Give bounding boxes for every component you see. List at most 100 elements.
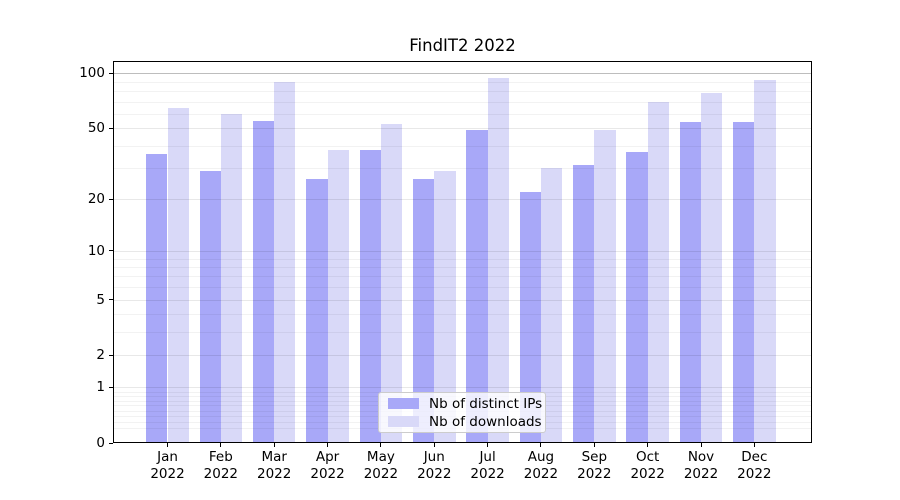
bar-downloads-oct	[647, 101, 669, 443]
y-tick-mark	[109, 72, 113, 74]
bar-distinct-ips-jul	[466, 129, 488, 443]
bar-distinct-ips-mar	[252, 120, 275, 443]
legend-label: Nb of downloads	[429, 413, 542, 430]
gridline-major-2	[113, 355, 812, 357]
gridline-minor	[113, 91, 812, 93]
gridline-major-10	[113, 250, 812, 252]
x-tick-label-oct: Oct 2022	[618, 449, 678, 482]
bar-distinct-ips-may	[359, 149, 381, 443]
gridline-minor	[113, 113, 812, 115]
y-tick-label: 0	[96, 435, 105, 451]
x-tick-mark	[647, 443, 649, 447]
x-tick-label-jan: Jan 2022	[138, 449, 198, 482]
x-tick-label-nov: Nov 2022	[671, 449, 731, 482]
x-tick-label-sep: Sep 2022	[564, 449, 624, 482]
bar-downloads-feb	[220, 113, 243, 443]
x-tick-label-jul: Jul 2022	[458, 449, 518, 482]
x-tick-mark	[593, 443, 595, 447]
bar-distinct-ips-nov	[679, 122, 701, 443]
chart-title: FindIT2 2022	[409, 36, 516, 55]
gridline-minor	[113, 314, 812, 316]
legend-row-downloads: Nb of downloads	[388, 414, 542, 430]
y-tick-label: 2	[96, 347, 105, 364]
y-tick-label: 100	[79, 65, 105, 82]
x-tick-year: 2022	[310, 465, 345, 482]
x-tick-year: 2022	[150, 465, 185, 482]
y-tick-mark	[109, 442, 113, 444]
x-tick-month: Jan	[157, 449, 178, 465]
gridline-minor	[113, 145, 812, 147]
y-tick-mark	[109, 354, 113, 356]
gridline-minor	[113, 81, 812, 83]
x-tick-mark	[540, 443, 542, 447]
legend-swatch-downloads	[388, 416, 419, 427]
bar-distinct-ips-dec	[733, 122, 755, 443]
bar-distinct-ips-sep	[573, 165, 595, 443]
y-tick-label: 5	[96, 291, 105, 308]
gridline-major-20	[113, 199, 812, 201]
legend-swatch-distinct-ips	[388, 398, 419, 409]
gridline-major-50	[113, 128, 812, 130]
bar-downloads-jan	[167, 107, 189, 443]
x-tick-year: 2022	[683, 465, 719, 482]
gridline-major-100	[113, 73, 812, 75]
bar-downloads-jun	[434, 170, 456, 443]
y-tick-label: 50	[87, 120, 105, 137]
x-tick-year: 2022	[737, 465, 772, 482]
bar-distinct-ips-aug	[519, 191, 541, 443]
x-tick-month: Nov	[687, 449, 715, 465]
x-tick-year: 2022	[523, 465, 559, 482]
bar-downloads-apr	[327, 149, 349, 443]
gridline-minor	[113, 258, 812, 260]
bar-distinct-ips-jun	[412, 179, 435, 443]
y-tick-mark	[109, 250, 113, 252]
x-tick-label-may: May 2022	[351, 449, 411, 482]
x-tick-label-aug: Aug 2022	[511, 449, 571, 482]
x-tick-mark	[220, 443, 222, 447]
x-tick-month: Oct	[635, 449, 660, 465]
bar-distinct-ips-feb	[199, 170, 221, 443]
bar-distinct-ips-jan	[146, 153, 168, 443]
x-tick-mark	[487, 443, 489, 447]
x-tick-label-jun: Jun 2022	[404, 449, 464, 482]
x-tick-year: 2022	[203, 465, 239, 482]
bar-downloads-dec	[754, 80, 776, 443]
x-tick-month: May	[366, 449, 395, 465]
gridline-minor	[113, 287, 812, 289]
x-tick-mark	[167, 443, 168, 447]
x-tick-year: 2022	[363, 465, 399, 482]
x-tick-mark	[753, 443, 755, 447]
x-tick-label-mar: Mar 2022	[244, 449, 304, 482]
x-tick-month: Mar	[261, 449, 287, 465]
bar-downloads-aug	[540, 168, 563, 443]
legend-row-distinct-ips: Nb of distinct IPs	[388, 396, 542, 412]
x-tick-month: Jun	[423, 449, 445, 465]
x-tick-mark	[433, 443, 435, 447]
y-tick-mark	[109, 198, 113, 200]
gridline-major-1	[113, 387, 812, 389]
gridline-minor	[113, 276, 812, 278]
x-tick-month: Feb	[208, 449, 233, 465]
x-tick-mark	[380, 443, 382, 447]
x-tick-month: Aug	[527, 449, 555, 465]
y-tick-mark	[109, 299, 113, 301]
gridline-major-5	[113, 299, 812, 301]
x-tick-mark	[700, 443, 702, 447]
x-tick-month: Jul	[479, 449, 496, 465]
x-tick-mark	[273, 443, 275, 447]
legend: Nb of distinct IPs Nb of downloads	[378, 392, 546, 433]
x-tick-mark	[327, 443, 329, 447]
x-tick-year: 2022	[630, 465, 665, 482]
x-tick-year: 2022	[470, 465, 505, 482]
x-tick-month: Apr	[315, 449, 340, 465]
y-tick-label: 10	[87, 242, 105, 259]
gridline-minor	[113, 101, 812, 103]
bar-distinct-ips-apr	[306, 179, 328, 443]
plot-area: Nb of distinct IPs Nb of downloads	[113, 61, 812, 443]
bar-downloads-sep	[594, 129, 616, 443]
bar-downloads-mar	[274, 81, 296, 443]
x-tick-month: Dec	[741, 449, 768, 465]
y-tick-label: 1	[96, 379, 105, 396]
bar-downloads-may	[380, 123, 403, 443]
